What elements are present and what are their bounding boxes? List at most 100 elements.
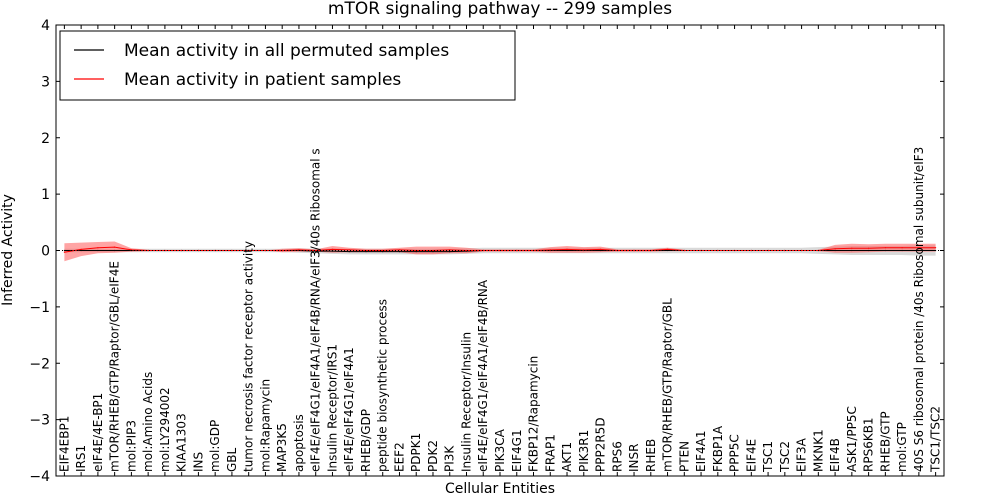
point-series-1 [465,249,468,252]
point-series-0 [432,251,434,253]
x-category-label: eIF4E/eIF4G1/eIF4A1/eIF4B/RNA/eIF3/40s R… [309,148,323,472]
x-category-label: AKT1 [560,442,574,472]
point-series-1 [231,249,233,252]
x-category-label: RHEB [644,439,658,472]
x-category-label: Insulin Receptor/IRS1 [326,344,340,472]
x-category-label: MKNK1 [811,429,825,472]
point-series-0 [415,251,417,253]
x-category-label: mTOR/RHEB/GTP/Raptor/GBL/eIF4E [108,261,122,472]
x-category-label: PDPK1 [409,433,423,472]
x-category-label: EIF4B [828,438,842,472]
x-category-label: KIAA1303 [175,413,189,472]
x-category-label: FKBP1A [711,425,725,472]
x-category-label: EIF3A [795,437,809,472]
point-series-0 [449,251,451,253]
point-series-0 [884,249,887,252]
x-category-label: EIF4EBP1 [57,416,71,472]
point-series-1 [97,247,99,249]
point-series-0 [918,249,920,252]
point-series-1 [80,248,82,250]
point-series-1 [851,247,853,249]
point-series-1 [549,249,551,251]
x-category-label: PI3K [443,445,457,472]
x-category-label: mol:LY294002 [158,387,172,472]
point-series-0 [834,249,836,252]
y-tick-label: 4 [41,18,50,34]
x-category-label: MAP3K5 [275,423,289,472]
x-category-label: mol:Rapamycin [258,379,272,472]
x-category-label: GBL [225,447,239,472]
point-series-1 [63,251,65,253]
band-series-1 [64,241,936,262]
plot-area [56,241,944,262]
x-category-label: RHEB/GTP [878,411,892,472]
x-category-label: apoptosis [292,414,306,472]
point-series-0 [114,249,116,252]
x-category-label: mol:GDP [208,420,222,472]
point-series-1 [566,248,568,250]
x-axis-categories: EIF4EBP1 IRS1 eIF4E/4E-BP1 mTOR/RHEB/GTP/Ra… [57,25,943,476]
x-category-label: mol:Amino Acids [141,372,155,472]
x-axis-label: Cellular Entities [445,481,555,497]
x-category-label: TSC1 [761,441,775,473]
x-category-label: EIF4G1 [510,429,524,472]
x-category-label: EEF2 [393,442,407,472]
x-category-label: ASK1/PP5C [845,406,859,472]
point-series-1 [147,249,149,252]
y-tick-label: −3 [29,413,50,429]
x-category-label: PPP5C [728,434,742,472]
x-category-label: TSC2 [778,441,792,473]
point-series-1 [348,249,350,251]
x-category-label: mTOR/RHEB/GTP/Raptor/GBL [661,298,675,472]
x-category-label: INS [191,452,205,472]
legend-label-patient: Mean activity in patient samples [124,70,401,90]
point-series-1 [901,247,903,249]
point-series-0 [63,249,65,252]
x-category-label: EIF4A1 [694,430,708,472]
x-category-label: PTEN [677,441,691,472]
legend-label-permuted: Mean activity in all permuted samples [124,41,449,61]
x-category-label: IRS1 [74,445,88,472]
point-series-1 [181,249,183,252]
x-category-label: INSR [627,444,641,472]
point-series-0 [348,251,350,253]
legend: Mean activity in all permuted samples Me… [59,30,516,101]
point-series-1 [599,248,602,250]
point-series-1 [315,249,317,252]
y-axis: −4 −3 −2 −1 0 1 2 3 4 [29,18,944,485]
x-category-label: PPP2R5D [594,417,608,472]
x-category-label: PIK3R1 [577,430,591,472]
x-category-label: mol:PIP3 [124,420,138,472]
x-category-label: TSC1/TSC2 [929,406,943,473]
point-series-0 [365,251,367,253]
point-series-1 [432,249,434,252]
y-tick-label: −4 [29,469,50,485]
x-category-label: mol:GTP [895,422,909,472]
point-series-1 [717,249,719,252]
point-series-1 [197,249,199,252]
point-series-0 [398,251,401,253]
x-category-label: tumor necrosis factor receptor activity [242,241,256,472]
chart-title: mTOR signaling pathway -- 299 samples [328,0,672,19]
x-category-label: peptide biosynthetic process [376,299,390,472]
point-series-1 [114,246,116,248]
x-category-label: RPS6KB1 [862,417,876,472]
x-category-label: RHEB/GDP [359,409,373,472]
x-category-label: FKBP12/Rapamycin [527,356,541,472]
x-category-label: PIK3CA [493,428,507,472]
point-series-1 [801,249,803,252]
point-series-0 [868,249,870,252]
plot-frame [55,24,945,477]
y-tick-label: −2 [29,356,50,372]
y-tick-label: 1 [41,187,50,203]
y-tick-label: −1 [29,300,50,316]
x-category-label: PDK2 [426,440,440,472]
x-category-label: eIF4E/4E-BP1 [91,393,105,472]
point-series-1 [633,249,635,252]
point-series-1 [918,247,920,249]
legend-box [59,30,516,101]
x-category-label: eIF4E/eIF4G1/eIF4A1/eIF4B/RNA [476,279,490,472]
point-series-0 [666,249,669,252]
y-tick-label: 2 [41,131,50,147]
